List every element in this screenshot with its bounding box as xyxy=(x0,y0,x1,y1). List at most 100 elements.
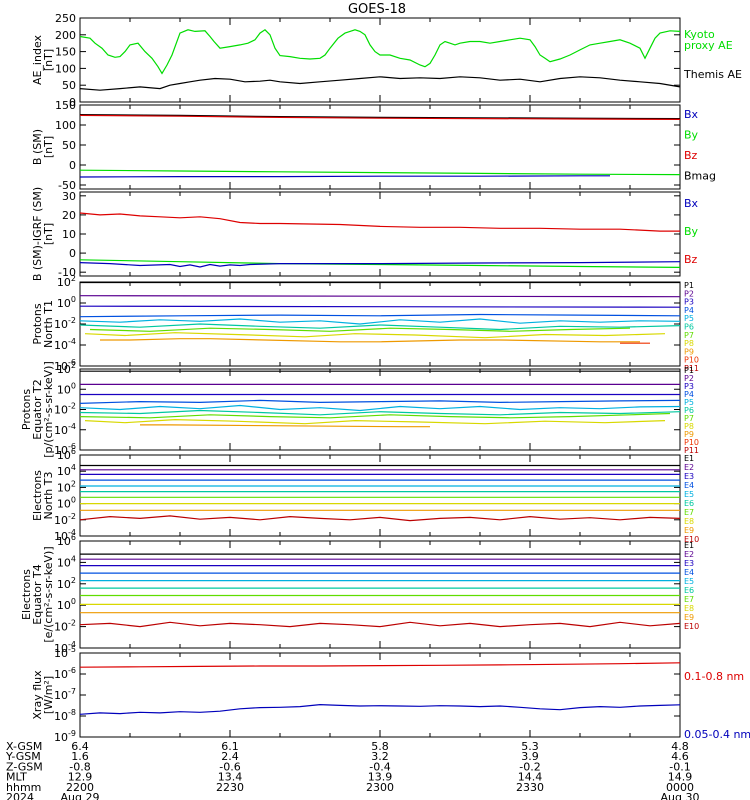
series-line-p7 xyxy=(79,412,671,419)
x-axis-tick-label: 3.9 xyxy=(521,750,539,763)
x-axis-row-label: 2024 xyxy=(6,791,34,800)
legend-entry: E2 xyxy=(684,463,694,472)
legend-entry: P10 xyxy=(684,438,699,447)
panel-frame-protons_t1 xyxy=(79,281,681,367)
x-axis-tick-label: 5.3 xyxy=(521,740,539,753)
y-axis-label: [nT] xyxy=(42,223,55,245)
series-line-bz xyxy=(79,212,680,232)
y-tick-label: 100 xyxy=(57,381,76,396)
legend-entry: E5 xyxy=(684,577,694,586)
legend-entry: E9 xyxy=(684,613,694,622)
y-tick-label: 50 xyxy=(62,139,76,152)
legend-entry: 0.05-0.4 nm xyxy=(684,728,750,741)
y-tick-label: 102 xyxy=(57,274,76,289)
x-axis-tick-label: Aug 29 xyxy=(61,791,100,800)
y-tick-label: 102 xyxy=(57,576,76,591)
x-axis-tick-label: 2300 xyxy=(366,781,394,794)
x-axis-tick-label: 13.9 xyxy=(368,771,393,784)
y-tick-label: 106 xyxy=(57,533,76,548)
y-axis-label: Electrons xyxy=(20,569,33,620)
legend-entry: P5 xyxy=(684,314,694,323)
y-tick-label: 30 xyxy=(62,190,76,203)
panel-frame-electrons_t4 xyxy=(79,540,681,649)
series-line-p4 xyxy=(79,399,681,404)
x-axis-tick-label: 1.6 xyxy=(71,750,89,763)
y-tick-label: 10-6 xyxy=(54,442,76,457)
series-line-e10 xyxy=(79,515,681,522)
series-line-by xyxy=(79,259,681,268)
x-axis-tick-label: 6.4 xyxy=(71,740,89,753)
legend-entry: P3 xyxy=(684,298,694,307)
y-axis-label: North T3 xyxy=(42,472,55,520)
series-line-0-05-0-4-nm xyxy=(79,703,681,715)
x-axis-row-label: MLT xyxy=(6,771,27,784)
y-tick-label: 150 xyxy=(55,99,76,112)
y-axis-label: B (SM) xyxy=(31,129,44,165)
legend-entry: P8 xyxy=(684,422,694,431)
y-tick-label: 10-2 xyxy=(54,316,76,331)
series-line-p8 xyxy=(84,332,666,339)
x-axis-tick-label: 6.1 xyxy=(221,740,239,753)
series-line-p5 xyxy=(79,318,681,325)
legend-entry: Bx xyxy=(684,108,699,121)
x-axis-row-label: hhmm xyxy=(6,781,41,794)
series-line-p9 xyxy=(100,338,640,343)
legend-entry: P11 xyxy=(684,446,699,455)
legend-entry: E4 xyxy=(684,568,694,577)
y-tick-label: 200 xyxy=(55,29,76,42)
legend-entry: E2 xyxy=(684,550,694,559)
legend-entry: By xyxy=(684,129,699,142)
series-line-p6 xyxy=(79,323,681,331)
y-axis-label: [p/(cm²-s-sr-keV)] xyxy=(42,361,55,458)
y-tick-label: 100 xyxy=(57,295,76,310)
y-tick-label: 10-7 xyxy=(54,687,76,702)
series-line-bmag xyxy=(79,114,681,120)
panel-frame-protons_t2 xyxy=(79,368,681,451)
y-tick-label: 10-8 xyxy=(54,708,76,723)
legend-entry: E1 xyxy=(684,541,694,550)
y-axis-label: B (SM)-IGRF (SM) xyxy=(31,187,44,281)
y-axis-label: [nT] xyxy=(42,136,55,158)
y-axis-label: Protons xyxy=(20,389,33,430)
x-axis-tick-label: 4.6 xyxy=(671,750,689,763)
legend-entry: Bx xyxy=(684,197,699,210)
x-axis-tick-label: Aug 30 xyxy=(661,791,700,800)
legend-entry: P10 xyxy=(684,356,699,365)
y-tick-label: 0 xyxy=(69,96,76,109)
legend-entry: E6 xyxy=(684,586,694,595)
y-tick-label: -50 xyxy=(58,179,76,192)
series-line-e10 xyxy=(79,621,681,628)
legend-entry: P9 xyxy=(684,347,694,356)
legend-entry: P2 xyxy=(684,289,694,298)
legend-entry: P2 xyxy=(684,374,694,383)
y-axis-label: AE_index xyxy=(31,34,44,85)
y-tick-label: 100 xyxy=(55,62,76,75)
y-tick-label: 0 xyxy=(69,247,76,260)
y-tick-label: 100 xyxy=(57,597,76,612)
y-axis-label: [nT] xyxy=(42,49,55,71)
legend-entry: P7 xyxy=(684,331,694,340)
x-axis-tick-label: 2.4 xyxy=(221,750,239,763)
legend-entry: P7 xyxy=(684,414,694,423)
y-tick-label: 102 xyxy=(57,361,76,376)
y-axis-label: Electrons xyxy=(31,470,44,521)
y-tick-label: 10-4 xyxy=(54,337,76,352)
legend-entry: P1 xyxy=(684,366,694,375)
x-axis-tick-label: 2330 xyxy=(516,781,544,794)
legend-entry: P5 xyxy=(684,398,694,407)
series-line-by xyxy=(79,169,681,176)
series-line-bx xyxy=(79,261,681,268)
legend-entry: Bmag xyxy=(684,170,716,183)
series-line-p6 xyxy=(79,409,681,416)
x-axis-tick-label: 14.4 xyxy=(518,771,543,784)
x-axis-tick-label: 2230 xyxy=(216,781,244,794)
y-tick-label: 10-2 xyxy=(54,512,76,527)
legend-entry: E3 xyxy=(684,472,694,481)
x-axis-tick-label: -0.8 xyxy=(69,760,90,773)
y-tick-label: 250 xyxy=(55,12,76,25)
x-axis-tick-label: -0.1 xyxy=(669,760,690,773)
legend-entry: By xyxy=(684,225,699,238)
series-line-p3 xyxy=(79,305,681,308)
y-tick-label: 10-4 xyxy=(54,640,76,655)
